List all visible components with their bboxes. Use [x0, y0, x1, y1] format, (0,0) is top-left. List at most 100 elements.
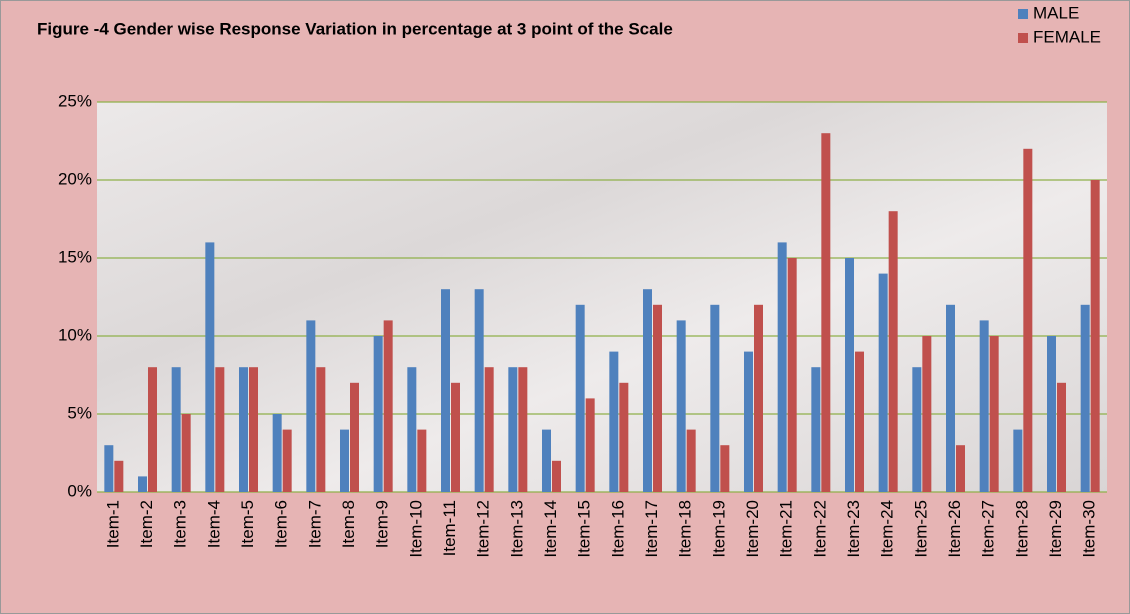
x-tick-label: Item-10 [406, 500, 425, 558]
x-tick-label: Item-28 [1012, 500, 1031, 558]
x-tick-label: Item-30 [1080, 500, 1099, 558]
x-tick-label: Item-23 [844, 500, 863, 558]
x-tick-label: Item-2 [137, 500, 156, 548]
bar [710, 304, 720, 492]
bar [912, 367, 922, 492]
x-tick-label: Item-14 [541, 500, 560, 558]
legend-label: FEMALE [1033, 27, 1101, 46]
bar [1057, 382, 1066, 492]
bar [845, 258, 854, 492]
x-tick-label: Item-17 [642, 500, 661, 558]
bar [878, 273, 888, 492]
bar [148, 367, 157, 492]
x-tick-label: Item-6 [272, 500, 291, 548]
bar [340, 429, 349, 492]
bar [888, 211, 898, 492]
bar [417, 429, 427, 492]
bar [114, 460, 124, 492]
x-tick-label: Item-26 [945, 500, 964, 558]
bar [585, 398, 595, 492]
bar [720, 445, 730, 492]
bar [181, 414, 191, 492]
bar [946, 304, 955, 492]
bar [609, 351, 619, 492]
bar [575, 304, 585, 492]
chart-title: Figure -4 Gender wise Response Variation… [37, 19, 673, 38]
x-tick-label: Item-21 [777, 500, 796, 558]
bar [373, 336, 383, 492]
y-tick-label: 5% [67, 403, 92, 422]
bar [956, 445, 965, 492]
bar [1047, 336, 1056, 492]
x-tick-label: Item-11 [440, 500, 459, 556]
bar [474, 289, 484, 492]
y-tick-label: 15% [58, 247, 92, 266]
bar [643, 289, 652, 492]
bar [552, 460, 561, 492]
bar [676, 320, 686, 492]
x-tick-label: Item-20 [743, 500, 762, 558]
x-tick-label: Item-25 [911, 500, 930, 558]
bar [451, 382, 460, 492]
legend-swatch [1018, 9, 1028, 19]
bar [1080, 304, 1090, 492]
bar [922, 336, 932, 492]
bar [306, 320, 316, 492]
bar [316, 367, 326, 492]
x-tick-label: Item-3 [171, 500, 190, 548]
bar [272, 414, 282, 492]
bar [239, 367, 248, 492]
y-tick-label: 25% [58, 91, 92, 110]
bar [653, 304, 662, 492]
bar [484, 367, 494, 492]
bar [1023, 148, 1033, 493]
legend-label: MALE [1033, 3, 1079, 22]
x-tick-label: Item-22 [810, 500, 829, 558]
x-tick-label: Item-7 [305, 500, 324, 548]
x-tick-label: Item-18 [676, 500, 695, 558]
x-tick-label: Item-29 [1046, 500, 1065, 558]
x-tick-label: Item-13 [507, 500, 526, 558]
y-tick-label: 20% [58, 169, 92, 188]
bar [407, 367, 417, 492]
bar [104, 445, 114, 492]
bar [441, 289, 450, 492]
x-tick-label: Item-19 [709, 500, 728, 558]
x-tick-label: Item-27 [979, 500, 998, 558]
bar [518, 367, 528, 492]
bar [205, 242, 215, 492]
x-tick-label: Item-8 [339, 500, 358, 548]
bar [1013, 429, 1023, 492]
bar [989, 336, 999, 492]
x-tick-label: Item-16 [608, 500, 627, 558]
bar [215, 367, 225, 492]
x-tick-label: Item-24 [878, 500, 897, 558]
plot-area [97, 102, 1107, 492]
bar [138, 476, 147, 492]
x-tick-label: Item-12 [474, 500, 493, 558]
bar [811, 367, 821, 492]
bar [686, 429, 696, 492]
legend-swatch [1018, 33, 1028, 43]
bar [979, 320, 989, 492]
bar [383, 320, 393, 492]
bar [754, 304, 763, 492]
bar [350, 382, 359, 492]
bar [542, 429, 551, 492]
bar [744, 351, 753, 492]
x-tick-label: Item-4 [204, 500, 223, 548]
bar [249, 367, 258, 492]
x-tick-label: Item-15 [575, 500, 594, 558]
y-tick-label: 0% [67, 481, 92, 500]
bar [821, 133, 831, 492]
bar [777, 242, 787, 492]
x-tick-label: Item-1 [103, 500, 122, 548]
bar [619, 382, 629, 492]
x-tick-label: Item-5 [238, 500, 257, 548]
bar [508, 367, 518, 492]
bar [855, 351, 864, 492]
bar [787, 258, 797, 492]
y-tick-label: 10% [58, 325, 92, 344]
x-tick-label: Item-9 [373, 500, 392, 548]
